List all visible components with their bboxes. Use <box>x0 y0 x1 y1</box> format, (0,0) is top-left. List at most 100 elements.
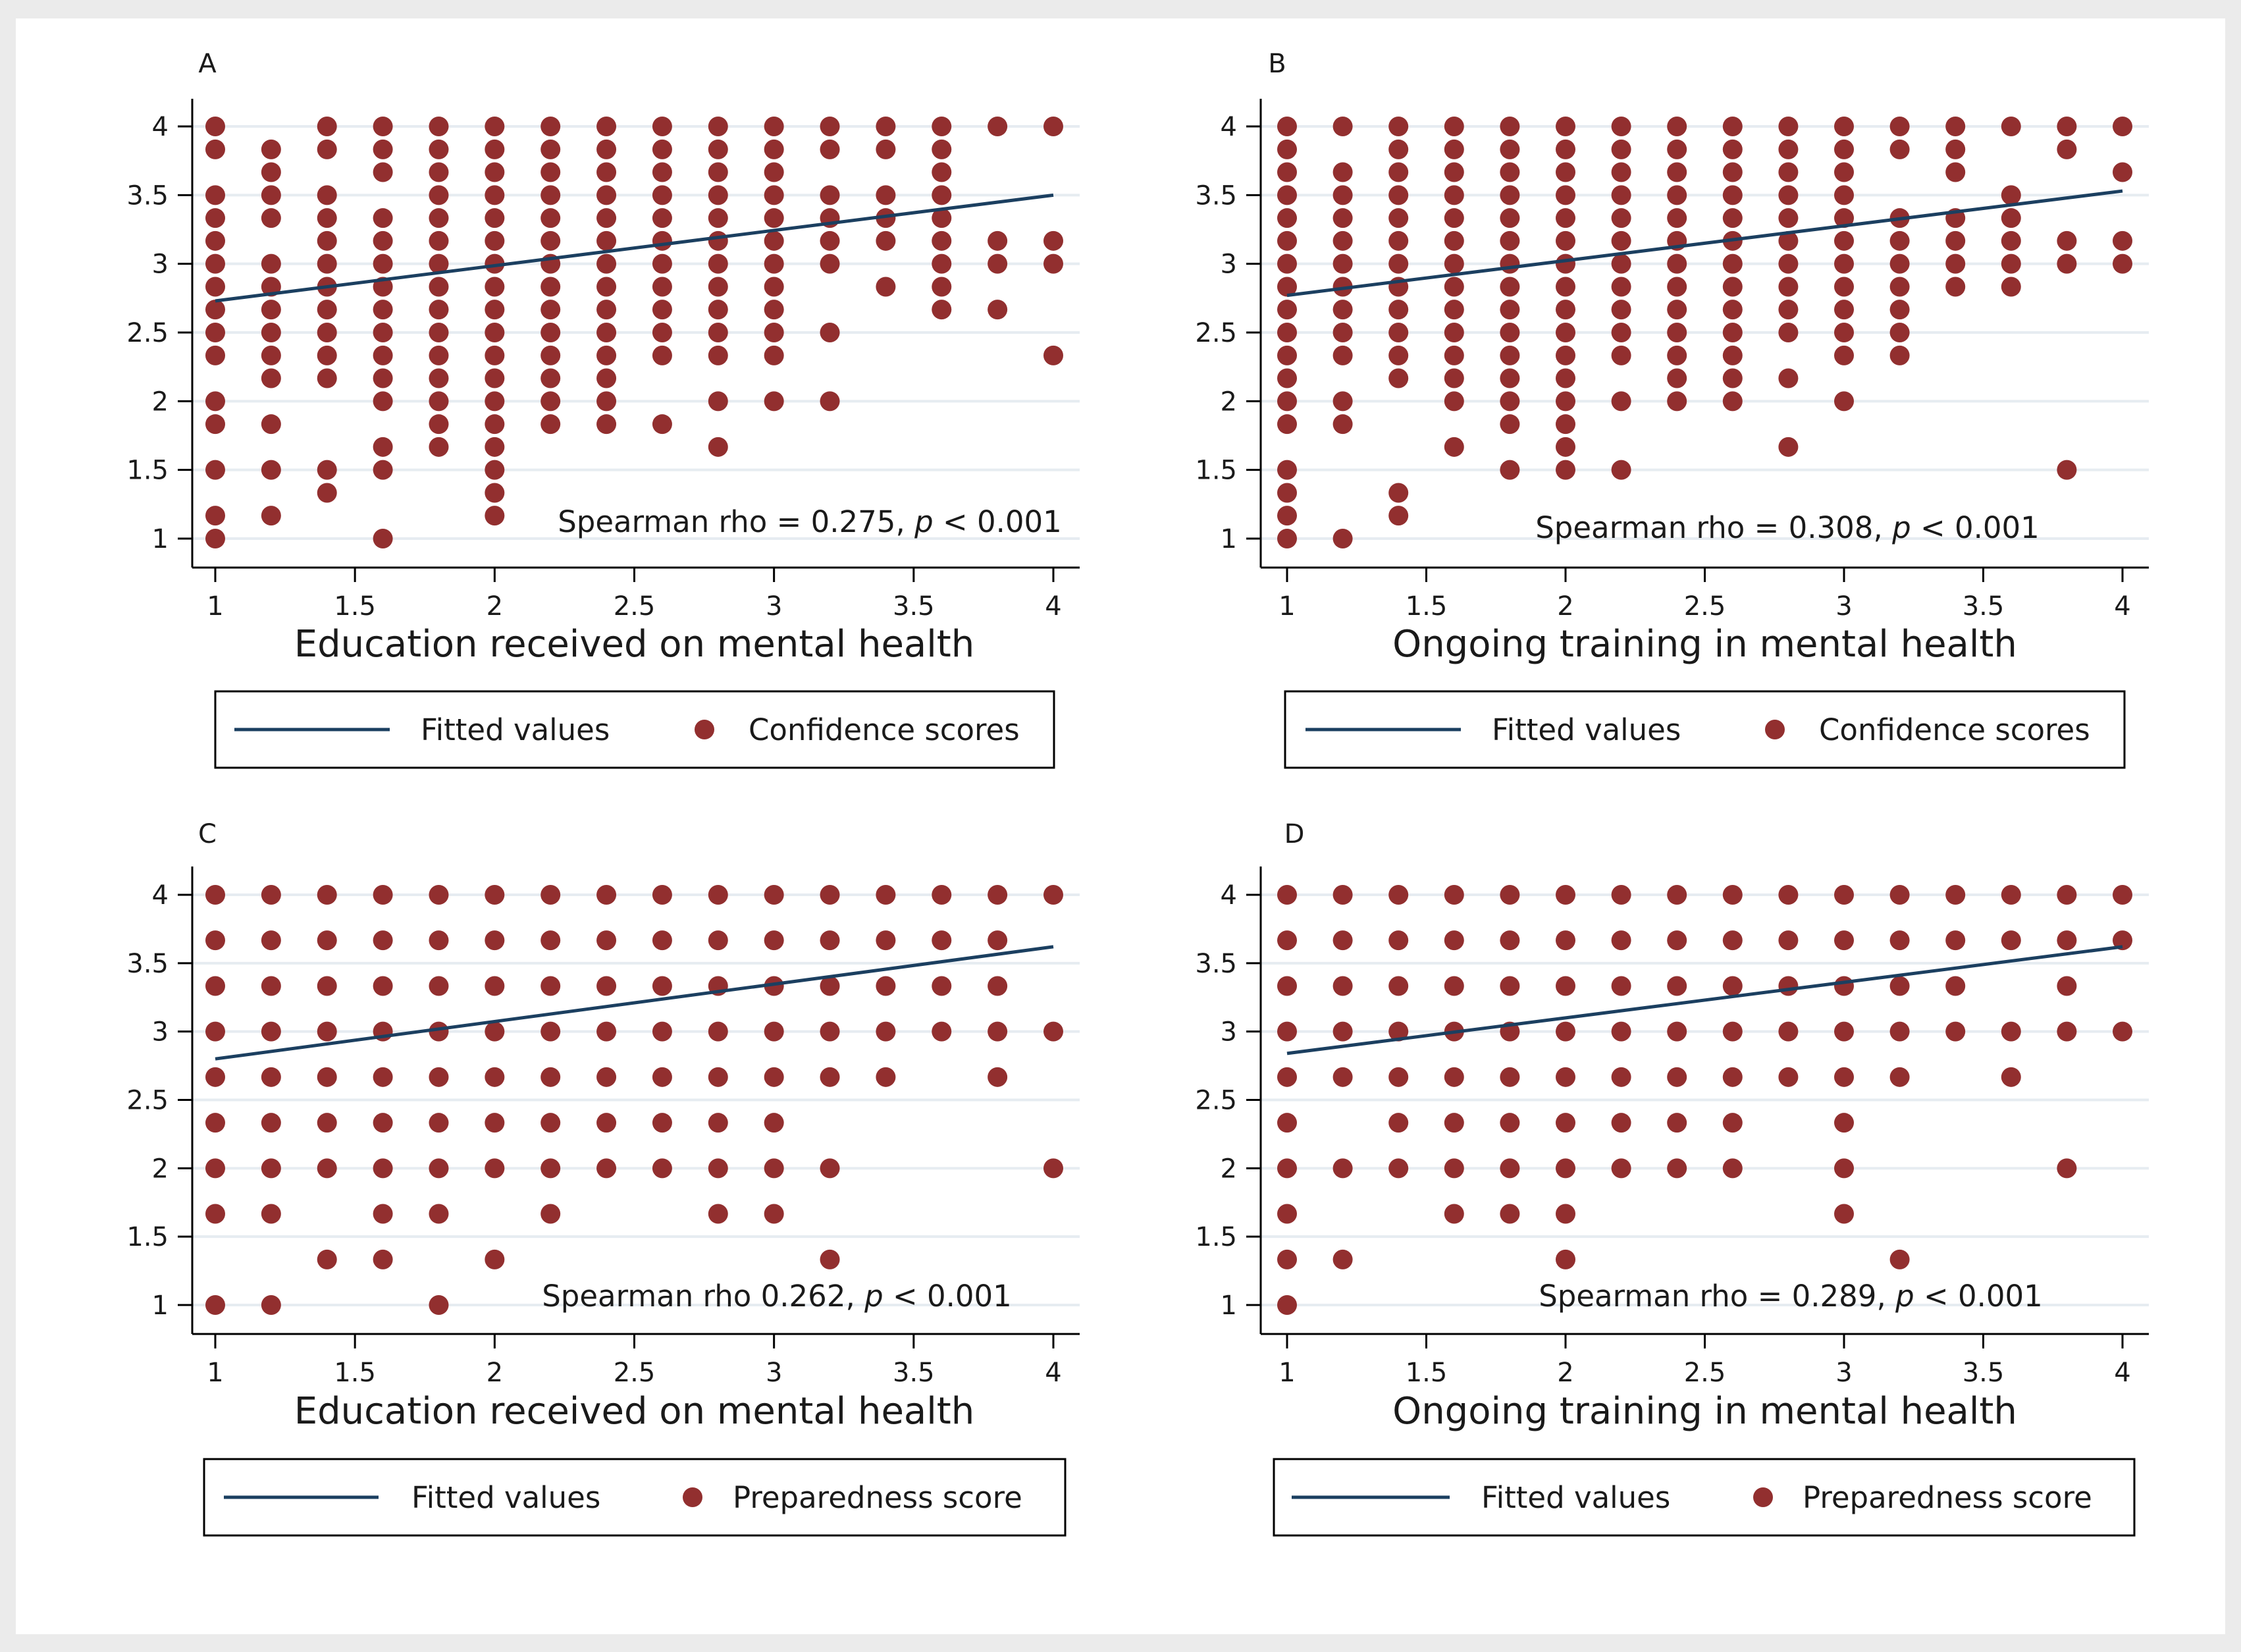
data-point <box>1556 460 1575 480</box>
data-point <box>485 976 505 996</box>
data-point <box>429 391 449 412</box>
data-point <box>1277 277 1297 297</box>
data-point <box>820 1249 840 1269</box>
data-point <box>485 460 505 480</box>
data-point <box>764 253 784 274</box>
data-point <box>1722 345 1743 365</box>
data-point <box>1667 885 1687 905</box>
panel-label: D <box>1284 819 1305 849</box>
data-point <box>1332 300 1353 320</box>
data-point <box>485 185 505 205</box>
data-point <box>1611 117 1631 136</box>
data-point <box>596 139 617 159</box>
data-point <box>2057 230 2077 251</box>
data-point <box>1277 1204 1297 1224</box>
x-tick-label: 1.5 <box>334 591 376 622</box>
data-point <box>596 117 617 136</box>
chart-panel-a: 1 1.5 2 2.5 3 3.5 4 1 1.5 2 2.5 3 3.5 4 A Education rec… <box>126 49 1080 769</box>
data-point <box>764 139 784 159</box>
data-point <box>1388 300 1409 320</box>
data-point <box>2001 1021 2021 1042</box>
x-tick-label: 3.5 <box>1963 1358 2005 1388</box>
data-point <box>317 1158 337 1179</box>
data-point <box>932 976 952 996</box>
data-point <box>1043 345 1063 365</box>
y-tick-label: 1 <box>1221 1291 1237 1321</box>
data-point <box>1444 1158 1464 1179</box>
data-point <box>1722 976 1743 996</box>
data-point <box>1556 300 1575 320</box>
data-point <box>373 460 393 480</box>
data-point <box>1889 885 1910 905</box>
data-point <box>1277 391 1297 412</box>
panel-label: C <box>198 819 217 849</box>
data-point <box>932 253 952 274</box>
data-point <box>652 414 672 435</box>
data-point <box>429 323 449 342</box>
data-point <box>708 885 728 905</box>
data-point <box>1500 139 1520 159</box>
data-point <box>373 1204 393 1224</box>
data-point <box>2001 230 2021 251</box>
data-point <box>596 1113 617 1133</box>
data-point <box>1444 437 1464 457</box>
data-point <box>2113 117 2132 136</box>
data-point <box>820 1067 840 1087</box>
data-point <box>652 345 672 365</box>
data-point <box>1500 185 1520 205</box>
data-point <box>1778 117 1799 136</box>
data-point <box>261 368 281 388</box>
data-point <box>764 185 784 205</box>
data-point <box>1667 1113 1687 1133</box>
data-point <box>1778 277 1799 297</box>
data-point <box>485 323 505 342</box>
data-point <box>988 1021 1008 1042</box>
data-point <box>317 483 337 503</box>
data-point <box>1277 185 1297 205</box>
data-point <box>1611 1113 1631 1133</box>
data-point <box>1945 117 1966 136</box>
data-point <box>1778 1021 1799 1042</box>
x-tick-label: 2 <box>1557 591 1573 622</box>
data-point <box>540 139 561 159</box>
data-point <box>1834 139 1854 159</box>
data-point <box>596 300 617 320</box>
data-point <box>373 139 393 159</box>
data-point <box>373 208 393 228</box>
y-tick-label: 3.5 <box>1195 949 1237 979</box>
data-point <box>876 277 896 297</box>
data-point <box>485 1113 505 1133</box>
chart-panel-d: 1 1.5 2 2.5 3 3.5 4 1 1.5 2 2.5 3 3.5 4 D Ongoing train… <box>1195 819 2149 1537</box>
data-point <box>485 230 505 251</box>
data-point <box>652 976 672 996</box>
data-point <box>429 885 449 905</box>
data-point <box>373 391 393 412</box>
data-point <box>317 368 337 388</box>
data-point <box>205 885 225 905</box>
data-point <box>1388 976 1409 996</box>
data-point <box>596 885 617 905</box>
legend-marker-swatch <box>1753 1487 1773 1507</box>
data-point <box>205 1295 225 1315</box>
data-point <box>1500 1067 1520 1087</box>
data-point <box>317 885 337 905</box>
data-point <box>205 976 225 996</box>
data-point <box>540 230 561 251</box>
data-point <box>1556 162 1575 182</box>
data-point <box>1388 345 1409 365</box>
data-point <box>1667 930 1687 951</box>
data-point <box>1277 529 1297 548</box>
data-point <box>708 437 728 457</box>
data-point <box>988 117 1008 136</box>
data-point <box>1500 323 1520 342</box>
data-point <box>485 483 505 503</box>
data-point <box>820 117 840 136</box>
data-point <box>485 391 505 412</box>
panel-label: B <box>1268 49 1286 79</box>
data-point <box>429 1113 449 1133</box>
data-point <box>1889 976 1910 996</box>
data-point <box>1277 930 1297 951</box>
data-point <box>1500 300 1520 320</box>
data-point <box>1556 253 1575 274</box>
data-point <box>708 185 728 205</box>
